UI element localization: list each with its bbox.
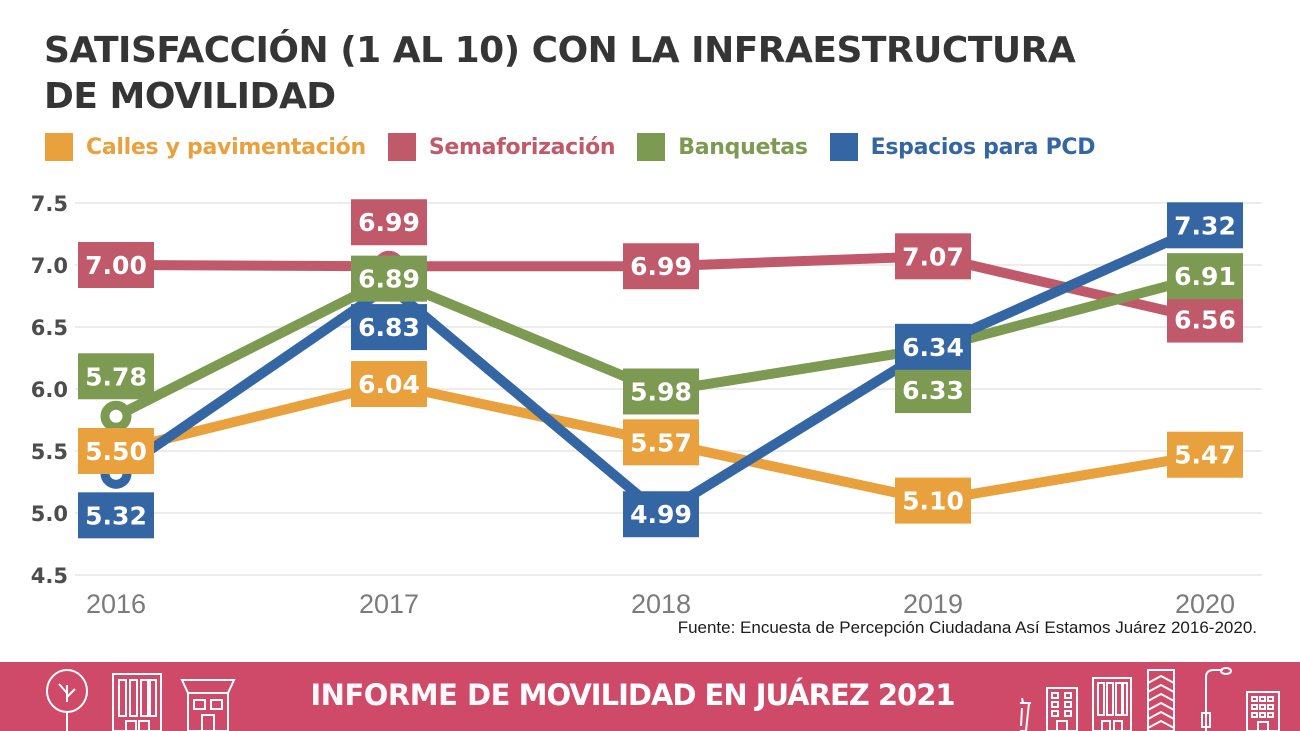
source-note: Fuente: Encuesta de Percepción Ciudadana…: [677, 618, 1257, 637]
value-label-2-4: 6.91: [1167, 253, 1243, 300]
svg-text:6.99: 6.99: [358, 208, 420, 237]
x-axis-labels: 2016 2017 2018 2019 2020: [86, 589, 1235, 619]
value-label-1-0: 7.00: [78, 242, 154, 288]
svg-text:6.99: 6.99: [630, 252, 692, 281]
legend-swatch: [637, 133, 666, 161]
svg-text:6.33: 6.33: [902, 376, 964, 405]
y-tick-label: 6.0: [31, 378, 68, 402]
apartment-icon: [1246, 691, 1280, 731]
svg-text:5.50: 5.50: [85, 437, 147, 466]
value-label-3-3: 6.34: [895, 323, 971, 370]
value-label-3-0: 5.32: [78, 492, 154, 539]
x-tick-label: 2020: [1175, 589, 1235, 619]
svg-text:7.00: 7.00: [85, 251, 147, 280]
value-label-2-0: 5.78: [78, 353, 154, 400]
footer-icons-right: [1020, 662, 1300, 731]
legend-label: Espacios para PCD: [870, 134, 1096, 160]
y-tick-label: 4.5: [31, 564, 68, 588]
svg-text:7.07: 7.07: [902, 242, 964, 271]
legend-swatch: [45, 133, 73, 161]
legend-label: Calles y pavimentación: [86, 134, 366, 160]
value-label-0-1: 6.04: [351, 361, 427, 408]
value-label-1-1: 6.99: [351, 199, 427, 246]
page-title: SATISFACCIÓN (1 AL 10) CON LA INFRAESTRU…: [44, 28, 1244, 119]
footer-banner: INFORME DE MOVILIDAD EN JUÁREZ 2021: [0, 662, 1300, 731]
value-label-1-2: 6.99: [623, 243, 699, 290]
building-icon: [112, 673, 162, 731]
x-tick-label: 2018: [631, 589, 691, 619]
value-label-0-3: 5.10: [895, 477, 971, 524]
title-line-1: SATISFACCIÓN (1 AL 10) CON LA INFRAESTRU…: [44, 30, 1076, 71]
legend-item-2: Banquetas: [637, 133, 808, 161]
footer-icons-left: [0, 662, 245, 731]
legend-label: Banquetas: [678, 134, 808, 160]
svg-text:5.32: 5.32: [85, 501, 147, 530]
svg-text:6.56: 6.56: [1174, 306, 1236, 335]
svg-text:5.57: 5.57: [630, 428, 692, 457]
svg-text:6.91: 6.91: [1174, 262, 1236, 291]
value-label-3-4: 7.32: [1167, 202, 1243, 249]
legend-swatch: [387, 133, 416, 161]
x-tick-label: 2017: [359, 589, 419, 619]
value-label-1-3: 7.07: [895, 233, 971, 280]
y-tick-label: 6.5: [31, 316, 68, 340]
svg-text:5.10: 5.10: [902, 487, 964, 516]
trash-icon: [1020, 697, 1032, 731]
legend: Calles y pavimentación Semaforización Banq…: [45, 133, 1096, 161]
y-tick-label: 5.5: [31, 440, 68, 464]
satisfaction-line-chart: 4.5 5.0 5.5 6.0 6.5 7.0 7.5 2016 2017 2018 2019 202…: [31, 192, 1262, 619]
value-label-3-2: 4.99: [623, 491, 699, 538]
x-tick-label: 2016: [86, 589, 146, 619]
value-label-0-2: 5.57: [623, 419, 699, 466]
svg-text:7.32: 7.32: [1174, 211, 1236, 240]
y-axis-ticks: 4.5 5.0 5.5 6.0 6.5 7.0 7.5: [31, 192, 68, 588]
skyscraper-icon: [1146, 669, 1176, 731]
legend-item-3: Espacios para PCD: [829, 133, 1096, 161]
svg-text:6.04: 6.04: [358, 370, 420, 399]
svg-text:6.89: 6.89: [358, 265, 420, 294]
title-line-2: DE MOVILIDAD: [44, 75, 336, 117]
x-tick-label: 2019: [903, 589, 963, 619]
value-label-2-2: 5.98: [623, 368, 699, 415]
value-label-1-4: 6.56: [1167, 296, 1243, 343]
legend-swatch: [829, 133, 858, 161]
chart: 4.5 5.0 5.5 6.0 6.5 7.0 7.5 2016 2017 2018 2019 202…: [0, 185, 1300, 645]
value-label-2-1: 6.89: [351, 255, 427, 302]
footer-title-emphasis: MOVILIDAD EN JUÁREZ 2021: [518, 677, 956, 712]
y-tick-label: 5.0: [31, 502, 68, 526]
value-label-0-4: 5.47: [1167, 431, 1243, 478]
tree-icon: [42, 669, 94, 731]
footer-title: INFORME DE MOVILIDAD EN JUÁREZ 2021: [245, 678, 1020, 716]
legend-item-0: Calles y pavimentación: [45, 133, 366, 161]
y-tick-label: 7.5: [31, 192, 68, 216]
svg-text:6.34: 6.34: [902, 333, 964, 362]
data-point-marker: [100, 400, 132, 432]
streetlamp-icon: [1190, 667, 1232, 731]
legend-item-1: Semaforización: [387, 133, 616, 161]
svg-text:5.47: 5.47: [1174, 441, 1236, 470]
small-building-icon: [1046, 687, 1078, 731]
tall-building-icon: [1092, 677, 1132, 731]
y-tick-label: 7.0: [31, 254, 68, 278]
svg-text:6.83: 6.83: [358, 313, 420, 342]
house-icon: [180, 679, 236, 731]
value-label-0-0: 5.50: [78, 428, 154, 474]
svg-text:5.98: 5.98: [630, 377, 692, 406]
svg-text:4.99: 4.99: [630, 500, 692, 529]
footer-title-prefix: INFORME DE: [310, 677, 510, 712]
legend-label: Semaforización: [428, 134, 616, 160]
value-label-3-1: 6.83: [351, 304, 427, 351]
svg-text:5.78: 5.78: [85, 362, 147, 391]
value-label-2-3: 6.33: [895, 367, 971, 414]
